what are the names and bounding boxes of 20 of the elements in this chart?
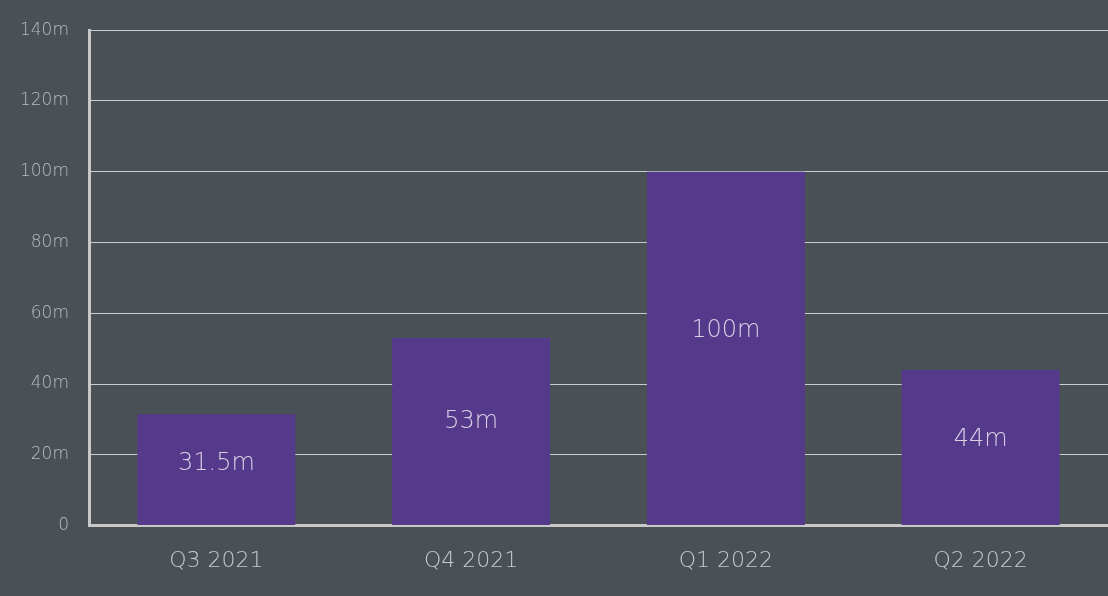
y-tick-label: 140m	[19, 18, 70, 39]
bar	[901, 369, 1060, 526]
x-tick-label: Q3 2021	[169, 546, 264, 572]
x-tick-label: Q4 2021	[423, 546, 519, 572]
y-tick-label: 20m	[30, 443, 70, 464]
x-tick-label: Q2 2022	[933, 546, 1028, 572]
data-label: 44m	[953, 423, 1008, 452]
bar	[137, 414, 296, 526]
y-tick-label: 80m	[30, 230, 70, 251]
bar	[646, 171, 805, 526]
y-tick-label: 120m	[19, 89, 70, 110]
x-tick-label: Q1 2022	[678, 546, 774, 572]
bar	[392, 338, 551, 526]
data-label: 100m	[691, 314, 761, 343]
y-tick-label: 0	[58, 514, 70, 535]
data-label: 53m	[444, 406, 499, 435]
data-label: 31.5m	[177, 448, 255, 477]
y-tick-label: 60m	[30, 301, 70, 322]
y-tick-label: 40m	[30, 372, 70, 393]
y-tick-label: 100m	[19, 160, 70, 181]
